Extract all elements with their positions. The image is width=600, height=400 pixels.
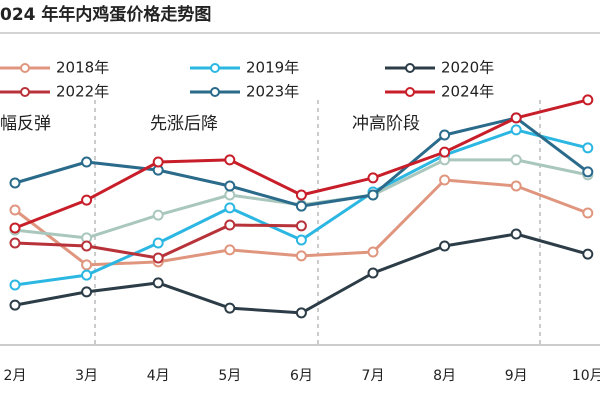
data-point <box>81 286 93 298</box>
data-point <box>81 259 93 271</box>
annotation: 先涨后降 <box>150 114 218 134</box>
data-point <box>81 240 93 252</box>
data-point <box>439 240 451 252</box>
data-point <box>152 237 164 249</box>
data-point <box>295 220 307 232</box>
x-tick-label: 6月 <box>290 368 313 384</box>
data-point <box>295 200 307 212</box>
legend-marker <box>210 87 220 97</box>
chart-title: 024 年年内鸡蛋价格走势图 <box>0 4 211 25</box>
x-tick-label: 4月 <box>147 368 170 384</box>
data-point <box>9 237 21 249</box>
x-tick-label: 5月 <box>218 368 241 384</box>
legend-label: 2024年 <box>441 83 494 101</box>
data-point <box>81 156 93 168</box>
data-point <box>295 250 307 262</box>
data-point <box>81 194 93 206</box>
annotation: 幅反弹 <box>0 114 51 134</box>
data-point <box>582 207 594 219</box>
data-point <box>224 189 236 201</box>
data-point <box>367 172 379 184</box>
data-point <box>439 129 451 141</box>
data-point <box>439 174 451 186</box>
legend-label: 2019年 <box>246 59 299 77</box>
data-point <box>582 142 594 154</box>
data-point <box>9 299 21 311</box>
x-tick-label: 3月 <box>75 368 98 384</box>
x-tick-label: 8月 <box>433 368 456 384</box>
legend-marker <box>405 87 415 97</box>
data-point <box>582 94 594 106</box>
annotation: 冲高阶段 <box>352 114 420 134</box>
data-point <box>152 209 164 221</box>
data-point <box>367 267 379 279</box>
data-point <box>224 219 236 231</box>
data-point <box>152 156 164 168</box>
data-point <box>152 252 164 264</box>
data-point <box>224 154 236 166</box>
data-point <box>9 177 21 189</box>
data-point <box>224 180 236 192</box>
data-point <box>9 279 21 291</box>
data-point <box>510 124 522 136</box>
data-point <box>224 302 236 314</box>
data-point <box>224 244 236 256</box>
data-point <box>224 202 236 214</box>
x-tick-label: 9月 <box>505 368 528 384</box>
legend-marker <box>210 63 220 73</box>
data-point <box>9 204 21 216</box>
legend-label: 2020年 <box>441 59 494 77</box>
data-point <box>439 146 451 158</box>
data-point <box>81 269 93 281</box>
data-point <box>295 234 307 246</box>
data-point <box>510 180 522 192</box>
legend-label: 2018年 <box>56 59 109 77</box>
data-point <box>152 277 164 289</box>
data-point <box>582 248 594 260</box>
legend-label: 2023年 <box>246 83 299 101</box>
legend-marker <box>20 63 30 73</box>
data-point <box>510 154 522 166</box>
data-point <box>367 246 379 258</box>
legend-marker <box>405 63 415 73</box>
data-point <box>582 166 594 178</box>
data-point <box>9 222 21 234</box>
legend-label: 2022年 <box>56 83 109 101</box>
data-point <box>295 307 307 319</box>
data-point <box>510 112 522 124</box>
data-point <box>367 189 379 201</box>
data-point <box>295 189 307 201</box>
data-point <box>510 228 522 240</box>
x-tick-label: 2月 <box>4 368 27 384</box>
x-tick-label: 7月 <box>362 368 385 384</box>
legend-marker <box>20 87 30 97</box>
x-tick-label: 10月 <box>572 368 600 384</box>
